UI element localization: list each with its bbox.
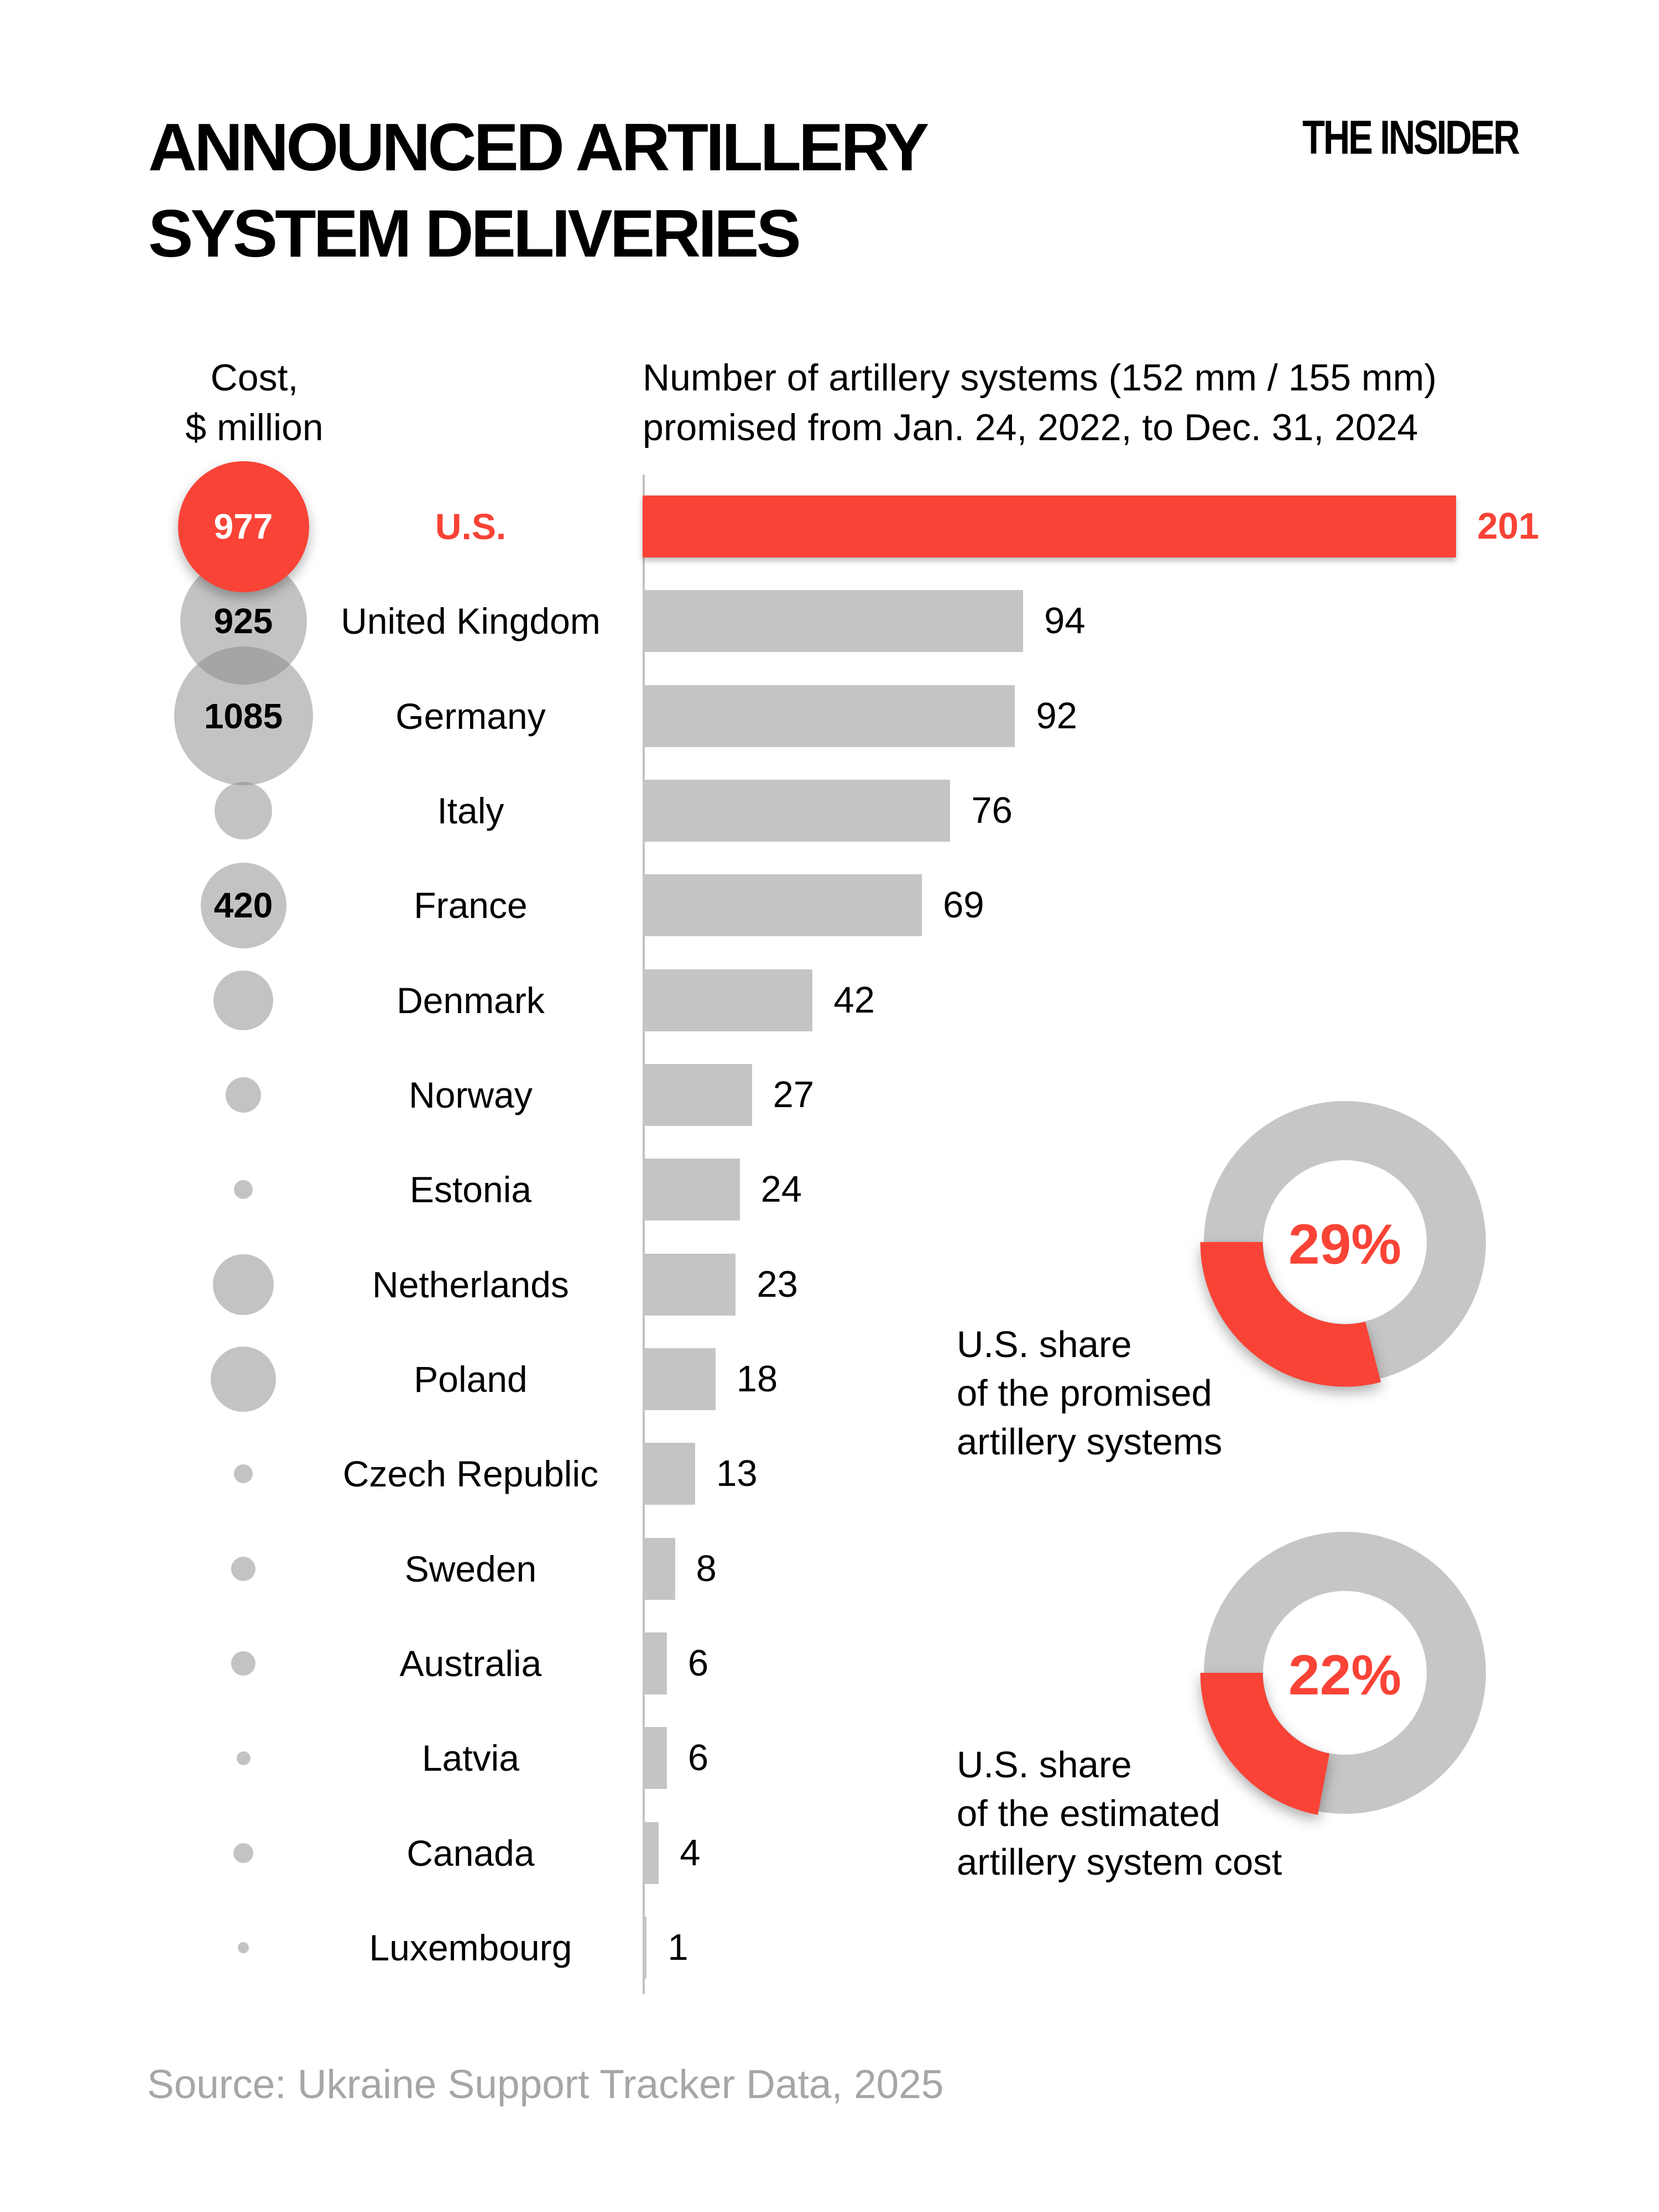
bar-column-header-line2: promised from Jan. 24, 2022, to Dec. 31,… bbox=[643, 406, 1418, 448]
country-label: Netherlands bbox=[372, 1264, 569, 1305]
bar-column-header: Number of artillery systems (152 mm / 15… bbox=[643, 353, 1583, 452]
cost-bubble bbox=[213, 970, 273, 1030]
systems-value: 6 bbox=[687, 1642, 709, 1684]
systems-value: 18 bbox=[736, 1358, 778, 1400]
systems-value: 13 bbox=[716, 1453, 758, 1495]
systems-bar bbox=[643, 685, 1015, 747]
country-label: France bbox=[414, 885, 528, 926]
systems-bar bbox=[643, 495, 1457, 557]
cost-bubble: 977 bbox=[178, 461, 309, 592]
cost-value: 1085 bbox=[204, 696, 283, 736]
systems-value: 76 bbox=[971, 789, 1013, 831]
systems-bar bbox=[643, 1537, 675, 1600]
cost-bubble bbox=[236, 1751, 251, 1765]
systems-bar bbox=[643, 1727, 667, 1790]
country-label: Luxembourg bbox=[369, 1927, 572, 1968]
donut-caption: U.S. share of the promised artillery sys… bbox=[957, 1324, 1223, 1463]
donut-caption: U.S. share of the estimated artillery sy… bbox=[957, 1744, 1282, 1883]
cost-bubble bbox=[231, 1556, 255, 1581]
donut-us-slice bbox=[1200, 1241, 1381, 1387]
page-title: ANNOUNCED ARTILLERY SYSTEM DELIVERIES bbox=[148, 104, 929, 276]
country-label: United Kingdom bbox=[341, 601, 601, 642]
cost-bubble bbox=[213, 1254, 274, 1315]
bubble-column-header-line1: Cost, bbox=[210, 357, 299, 399]
cost-bubble bbox=[231, 1651, 255, 1676]
cost-bubble: 420 bbox=[200, 862, 286, 948]
systems-value: 92 bbox=[1036, 695, 1077, 737]
donut-percent-label: 29% bbox=[1288, 1213, 1402, 1276]
bubble-column-header-line2: $ million bbox=[185, 406, 324, 448]
cost-bubble bbox=[238, 1942, 249, 1953]
country-label: Germany bbox=[395, 695, 546, 737]
country-label: U.S. bbox=[435, 506, 507, 547]
systems-bar bbox=[643, 1063, 752, 1126]
cost-value: 925 bbox=[213, 601, 273, 641]
systems-value: 69 bbox=[943, 884, 984, 926]
cost-bubble: 1085 bbox=[174, 646, 313, 786]
cost-bubble bbox=[215, 781, 272, 839]
country-label: Canada bbox=[406, 1832, 535, 1874]
systems-value: 94 bbox=[1044, 600, 1086, 642]
cost-bubble bbox=[234, 1180, 253, 1199]
systems-value: 23 bbox=[757, 1263, 798, 1305]
systems-bar bbox=[643, 1159, 740, 1221]
systems-bar bbox=[643, 1916, 647, 1979]
donut-chart bbox=[1200, 1101, 1486, 1387]
country-label: Latvia bbox=[421, 1738, 520, 1779]
systems-value: 6 bbox=[687, 1737, 709, 1779]
systems-bar bbox=[643, 1632, 667, 1694]
baseline-axis bbox=[643, 474, 645, 1994]
systems-bar bbox=[643, 1253, 736, 1316]
systems-value: 42 bbox=[833, 979, 875, 1021]
country-label: Estonia bbox=[409, 1169, 532, 1211]
systems-value: 27 bbox=[773, 1073, 815, 1115]
donut-chart bbox=[1200, 1532, 1486, 1815]
systems-value: 4 bbox=[680, 1832, 701, 1874]
systems-value: 24 bbox=[760, 1168, 802, 1211]
systems-bar bbox=[643, 590, 1024, 653]
systems-bar bbox=[643, 1822, 659, 1884]
cost-value: 420 bbox=[213, 885, 273, 926]
country-label: Denmark bbox=[397, 979, 545, 1021]
systems-bar bbox=[643, 779, 951, 842]
cost-bubble bbox=[226, 1077, 261, 1113]
source-note: Source: Ukraine Support Tracker Data, 20… bbox=[147, 2062, 944, 2107]
country-label: Italy bbox=[437, 790, 504, 831]
systems-bar bbox=[643, 969, 813, 1031]
country-label: Poland bbox=[414, 1358, 528, 1400]
bar-column-header-line1: Number of artillery systems (152 mm / 15… bbox=[643, 357, 1437, 399]
donut-percent-label: 22% bbox=[1288, 1644, 1402, 1707]
page-title-line2: SYSTEM DELIVERIES bbox=[148, 196, 801, 271]
cost-bubble bbox=[211, 1346, 276, 1412]
bubble-column-header: Cost, $ million bbox=[88, 353, 420, 452]
country-label: Sweden bbox=[404, 1548, 537, 1589]
page-title-line1: ANNOUNCED ARTILLERY bbox=[148, 109, 929, 185]
systems-value: 8 bbox=[696, 1547, 717, 1589]
country-label: Czech Republic bbox=[342, 1453, 599, 1495]
country-label: Norway bbox=[409, 1074, 533, 1115]
systems-value: 201 bbox=[1477, 505, 1540, 547]
systems-bar bbox=[643, 1443, 696, 1505]
systems-bar bbox=[643, 874, 922, 937]
country-label: Australia bbox=[399, 1642, 542, 1684]
brand-logo: THE INSIDER bbox=[1302, 111, 1520, 164]
donut-ring bbox=[1204, 1532, 1486, 1814]
systems-bar bbox=[643, 1348, 716, 1410]
donut-us-slice bbox=[1200, 1672, 1331, 1815]
cost-bubble bbox=[234, 1464, 253, 1484]
systems-value: 1 bbox=[667, 1926, 688, 1968]
cost-bubble bbox=[233, 1843, 253, 1863]
cost-value: 977 bbox=[213, 507, 273, 546]
